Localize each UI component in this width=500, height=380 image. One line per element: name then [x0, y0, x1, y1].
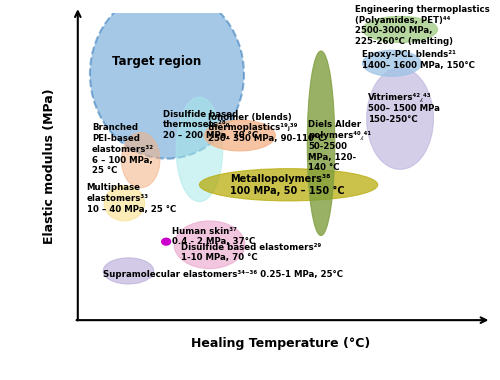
Text: Human skin³⁷
0.4 - 2 MPa, 37°C: Human skin³⁷ 0.4 - 2 MPa, 37°C — [172, 226, 255, 246]
Text: Supramolecular elastomers³⁴⁻³⁶ 0.25-1 MPa, 25°C: Supramolecular elastomers³⁴⁻³⁶ 0.25-1 MP… — [103, 270, 343, 279]
Ellipse shape — [307, 51, 335, 236]
Text: Elastic modulus (MPa): Elastic modulus (MPa) — [43, 89, 56, 244]
Ellipse shape — [122, 133, 160, 188]
Ellipse shape — [366, 68, 434, 169]
Ellipse shape — [103, 258, 154, 284]
Text: Multiphase
elastomers³³
10 – 40 MPa, 25 °C: Multiphase elastomers³³ 10 – 40 MPa, 25 … — [86, 184, 176, 214]
Text: Diels Alder
polymers⁴⁰⁁⁴¹
50-2500
MPa, 120-
140 °C: Diels Alder polymers⁴⁰⁁⁴¹ 50-2500 MPa, 1… — [308, 120, 372, 172]
Text: Target region: Target region — [112, 55, 202, 68]
Ellipse shape — [362, 50, 422, 76]
Text: Ionomer (blends)
thermoplastics¹⁹ⱼ³⁹
250– 350 MPa, 90-110°C: Ionomer (blends) thermoplastics¹⁹ⱼ³⁹ 250… — [208, 112, 324, 143]
Text: Disulfide based elastomers²⁹
1-10 MPa, 70 °C: Disulfide based elastomers²⁹ 1-10 MPa, 7… — [181, 242, 322, 262]
Ellipse shape — [362, 16, 438, 43]
Text: Vitrimers⁴²⁁⁴³
500– 1500 MPa
150-250°C: Vitrimers⁴²⁁⁴³ 500– 1500 MPa 150-250°C — [368, 93, 440, 124]
Ellipse shape — [176, 97, 222, 202]
Text: Engineering thermoplastics
(Polyamides, PET)⁴⁴
2500-3000 MPa,
225-260°C (melting: Engineering thermoplastics (Polyamides, … — [356, 5, 490, 46]
Text: Healing Temperature (°C): Healing Temperature (°C) — [191, 337, 370, 350]
Ellipse shape — [204, 120, 276, 151]
Ellipse shape — [104, 185, 144, 221]
Text: Epoxy-PCL blends²¹
1400– 1600 MPa, 150°C: Epoxy-PCL blends²¹ 1400– 1600 MPa, 150°C — [362, 50, 474, 70]
Circle shape — [162, 238, 170, 245]
Ellipse shape — [200, 169, 378, 201]
Text: Branched
PEI-based
elastomers³²
6 – 100 MPa,
25 °C: Branched PEI-based elastomers³² 6 – 100 … — [92, 124, 154, 176]
Text: Disulfide based
thermosets²⁸₀
20 – 200 MPa, 70 °C: Disulfide based thermosets²⁸₀ 20 – 200 M… — [163, 109, 258, 140]
Text: Metallopolymers³⁸
100 MPa, 50 – 150 °C: Metallopolymers³⁸ 100 MPa, 50 – 150 °C — [230, 174, 344, 196]
Ellipse shape — [174, 221, 245, 269]
Ellipse shape — [90, 0, 244, 158]
